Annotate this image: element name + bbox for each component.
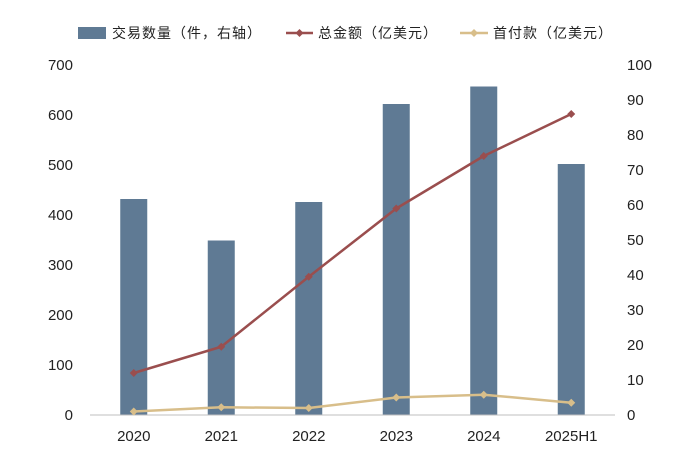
line-point <box>217 342 226 351</box>
legend: 交易数量（件，右轴） 总金额（亿美元） 首付款（亿美元） <box>78 25 613 42</box>
x-axis: 2020 2021 2022 2023 2024 2025H1 <box>117 428 597 445</box>
y-right-tick-label: 10 <box>627 372 644 389</box>
legend-label-bar: 交易数量（件，右轴） <box>112 25 262 42</box>
y-right-tick-label: 80 <box>627 127 644 144</box>
y-right-tick-label: 40 <box>627 267 644 284</box>
y-left-tick-label: 500 <box>48 157 73 174</box>
line-point <box>567 110 576 118</box>
legend-marker-down <box>470 29 478 37</box>
y-left-tick-label: 100 <box>48 357 73 374</box>
y-axis-left: 0 100 200 300 400 500 600 700 <box>48 57 73 424</box>
y-right-tick-label: 50 <box>627 232 644 249</box>
x-tick-label: 2022 <box>292 428 325 445</box>
bar <box>557 164 585 415</box>
y-left-tick-label: 0 <box>65 407 73 424</box>
y-left-tick-label: 400 <box>48 207 73 224</box>
y-left-tick-label: 300 <box>48 257 73 274</box>
line-point <box>129 369 138 377</box>
y-right-tick-label: 90 <box>627 92 644 109</box>
y-right-tick-label: 30 <box>627 302 644 319</box>
y-right-tick-label: 60 <box>627 197 644 214</box>
bar <box>207 240 235 415</box>
bar <box>295 202 323 415</box>
bar <box>120 199 148 415</box>
line-point <box>392 204 401 213</box>
line-point <box>392 393 401 402</box>
series-line <box>133 112 572 375</box>
line-point <box>567 398 576 407</box>
x-tick-label: 2023 <box>380 428 413 445</box>
line-series <box>129 110 576 416</box>
legend-item-total: 总金额（亿美元） <box>286 26 438 42</box>
line-point <box>304 404 313 412</box>
line-point <box>479 390 488 399</box>
x-tick-label: 2020 <box>117 428 150 445</box>
line-point <box>217 403 226 412</box>
legend-item-bar: 交易数量（件，右轴） <box>78 25 262 42</box>
y-right-tick-label: 70 <box>627 162 644 179</box>
legend-swatch-bar <box>78 27 106 39</box>
series-line <box>133 393 572 413</box>
y-right-tick-label: 20 <box>627 337 644 354</box>
bar <box>470 86 498 415</box>
y-left-tick-label: 600 <box>48 107 73 124</box>
legend-marker-total <box>295 29 304 37</box>
bar-series <box>120 86 585 415</box>
legend-label-down: 首付款（亿美元） <box>493 26 613 42</box>
y-right-tick-label: 100 <box>627 57 652 74</box>
y-left-tick-label: 700 <box>48 57 73 74</box>
line-point <box>304 272 313 281</box>
x-tick-label: 2024 <box>467 428 500 445</box>
x-tick-label: 2021 <box>205 428 238 445</box>
y-right-tick-label: 0 <box>627 407 635 424</box>
y-left-tick-label: 200 <box>48 307 73 324</box>
line-point <box>129 407 138 416</box>
legend-label-total: 总金额（亿美元） <box>318 26 438 42</box>
y-axis-right: 0 10 20 30 40 50 60 70 80 90 100 <box>627 57 652 424</box>
x-tick-label: 2025H1 <box>545 428 598 445</box>
bar <box>382 104 410 415</box>
line-point <box>479 152 488 160</box>
legend-item-down: 首付款（亿美元） <box>460 26 613 42</box>
